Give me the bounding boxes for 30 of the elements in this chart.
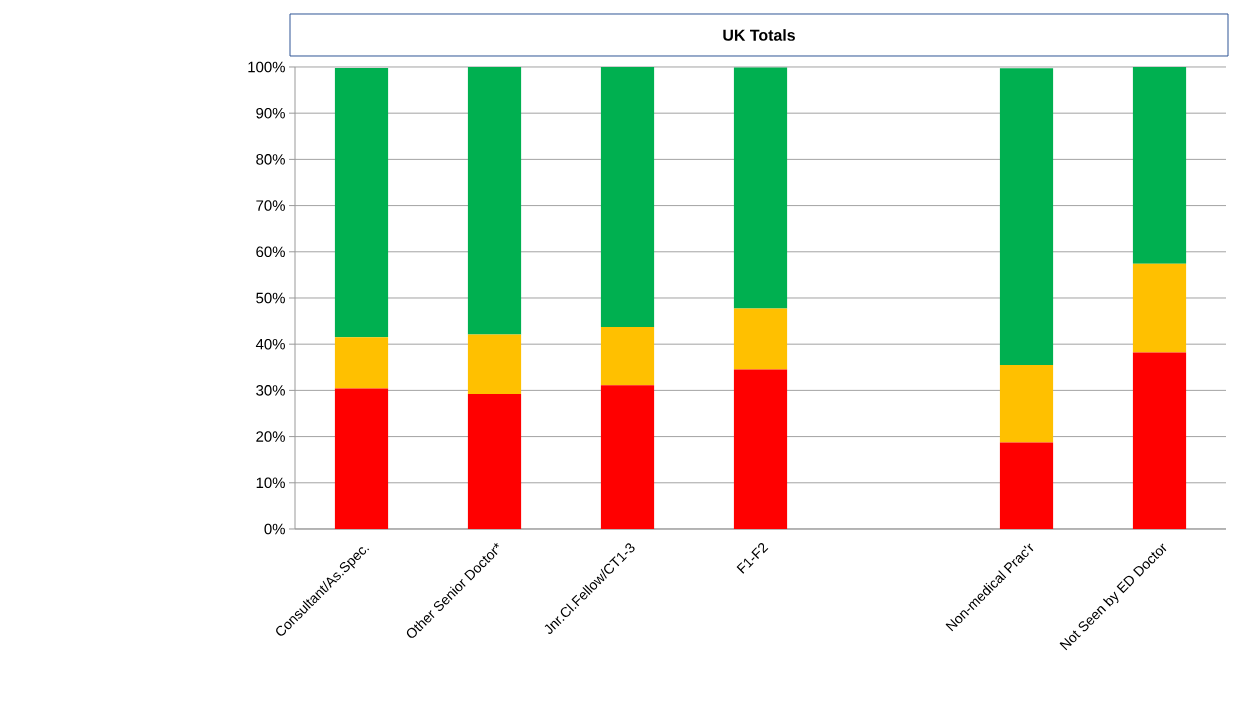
y-tick-label: 20%: [256, 431, 285, 442]
bar: [600, 66, 655, 328]
y-tick-label: 50%: [256, 292, 285, 304]
y-tick-label: 90%: [256, 107, 285, 119]
y-tick-label: 0%: [264, 523, 285, 535]
bar: [600, 327, 655, 386]
bar: [334, 337, 389, 389]
bar: [467, 66, 522, 335]
y-tick-label: 60%: [256, 246, 285, 258]
y-tick-label: 70%: [256, 200, 285, 211]
y-tick-label: 40%: [255, 338, 285, 350]
bar: [600, 385, 655, 529]
bar: [334, 67, 389, 338]
y-tick-label: 100%: [248, 61, 285, 73]
bar: [467, 334, 522, 395]
bar: [1132, 352, 1187, 529]
bar: [733, 369, 788, 529]
bar: [999, 442, 1054, 529]
bar: [1132, 66, 1187, 264]
bar: [999, 364, 1054, 443]
bar: [733, 308, 788, 370]
chart-title: UK Totals: [723, 29, 795, 41]
y-tick-label: 30%: [256, 385, 285, 396]
bar: [1132, 263, 1187, 353]
bar: [467, 394, 522, 529]
bar: [999, 68, 1054, 365]
bar: [334, 388, 389, 529]
bar: [733, 67, 788, 309]
y-tick-label: 10%: [256, 477, 285, 489]
y-tick-label: 80%: [256, 154, 285, 165]
